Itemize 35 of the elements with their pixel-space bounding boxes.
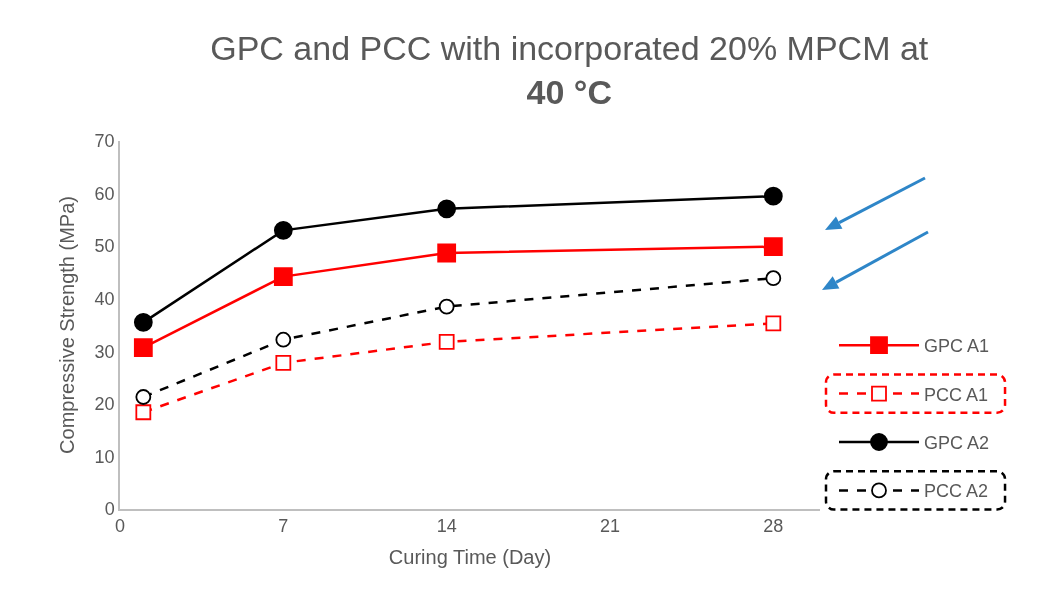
point	[438, 333, 455, 350]
y-tick-label: 30	[94, 341, 115, 362]
point	[135, 389, 152, 405]
y-tick-label: 20	[94, 394, 115, 415]
point	[133, 312, 153, 332]
point	[273, 267, 293, 287]
y-tick-label: 50	[94, 236, 115, 257]
legend-label: PCC A1	[924, 384, 989, 405]
legend-label: GPC A1	[924, 336, 990, 357]
point	[765, 315, 782, 332]
x-axis-title: Curing Time (Day)	[388, 546, 552, 569]
point	[275, 354, 292, 371]
point	[275, 331, 292, 348]
chart-title: GPC and PCC with incorporated 20% MPCM at 40 °C	[210, 28, 929, 111]
y-tick-label: 60	[94, 183, 115, 204]
point	[437, 199, 457, 219]
x-tick-label: 14	[436, 516, 457, 537]
y-axis-title: Compressive Strength (MPa)	[55, 196, 78, 454]
point	[763, 186, 783, 206]
point	[135, 404, 152, 421]
point	[273, 220, 293, 240]
legend-label: PCC A2	[924, 481, 989, 502]
x-tick-label: 21	[599, 516, 621, 537]
x-tick-label: 28	[763, 516, 784, 537]
y-tick-label: 0	[104, 499, 115, 520]
y-tick-label: 70	[94, 131, 115, 152]
y-tick-label: 40	[94, 289, 115, 310]
legend-label: GPC A2	[924, 433, 990, 454]
point	[438, 298, 455, 315]
point	[765, 270, 782, 287]
y-tick-label: 10	[94, 446, 115, 467]
x-tick-label: 7	[278, 516, 289, 537]
point	[437, 243, 457, 263]
point	[133, 338, 153, 358]
point	[763, 237, 783, 257]
